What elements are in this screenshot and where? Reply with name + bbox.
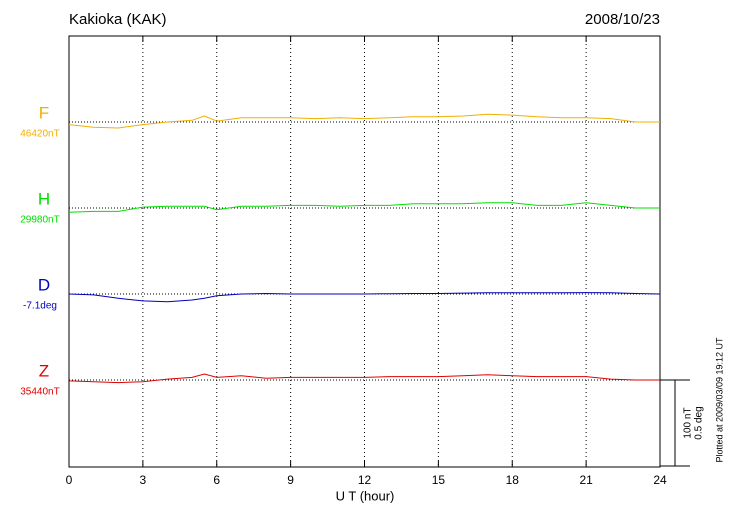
x-tick-label: 15: [432, 473, 446, 487]
series-name: F: [39, 103, 49, 122]
baseline-label: 29980nT: [20, 215, 59, 226]
series-name: H: [38, 189, 50, 208]
trace: [68, 373, 660, 384]
x-tick-label: 12: [358, 473, 372, 487]
x-tick-label: 24: [653, 473, 667, 487]
x-tick-label: 9: [287, 473, 294, 487]
footer: Plotted at 2009/03/09 19:12 UT: [714, 337, 724, 463]
x-tick-label: 6: [213, 473, 220, 487]
baseline-label: 35440nT: [20, 387, 59, 398]
x-tick-label: 3: [140, 473, 147, 487]
series-name: Z: [39, 361, 49, 380]
x-tick-label: 0: [66, 473, 73, 487]
baseline-label: -7.1deg: [23, 301, 57, 312]
series-name: D: [38, 275, 50, 294]
x-tick-label: 21: [579, 473, 593, 487]
trace: [68, 292, 661, 303]
x-tick-label: 18: [506, 473, 520, 487]
chart-title: Kakioka (KAK): [69, 11, 167, 28]
chart-date: 2008/10/23: [585, 11, 660, 28]
scale-label: 100 nT: [683, 407, 694, 438]
trace: [68, 113, 660, 129]
trace: [68, 202, 660, 213]
scale-label: 0.5 deg: [694, 406, 705, 439]
baseline-label: 46420nT: [20, 129, 59, 140]
x-axis-label: U T (hour): [336, 488, 395, 503]
